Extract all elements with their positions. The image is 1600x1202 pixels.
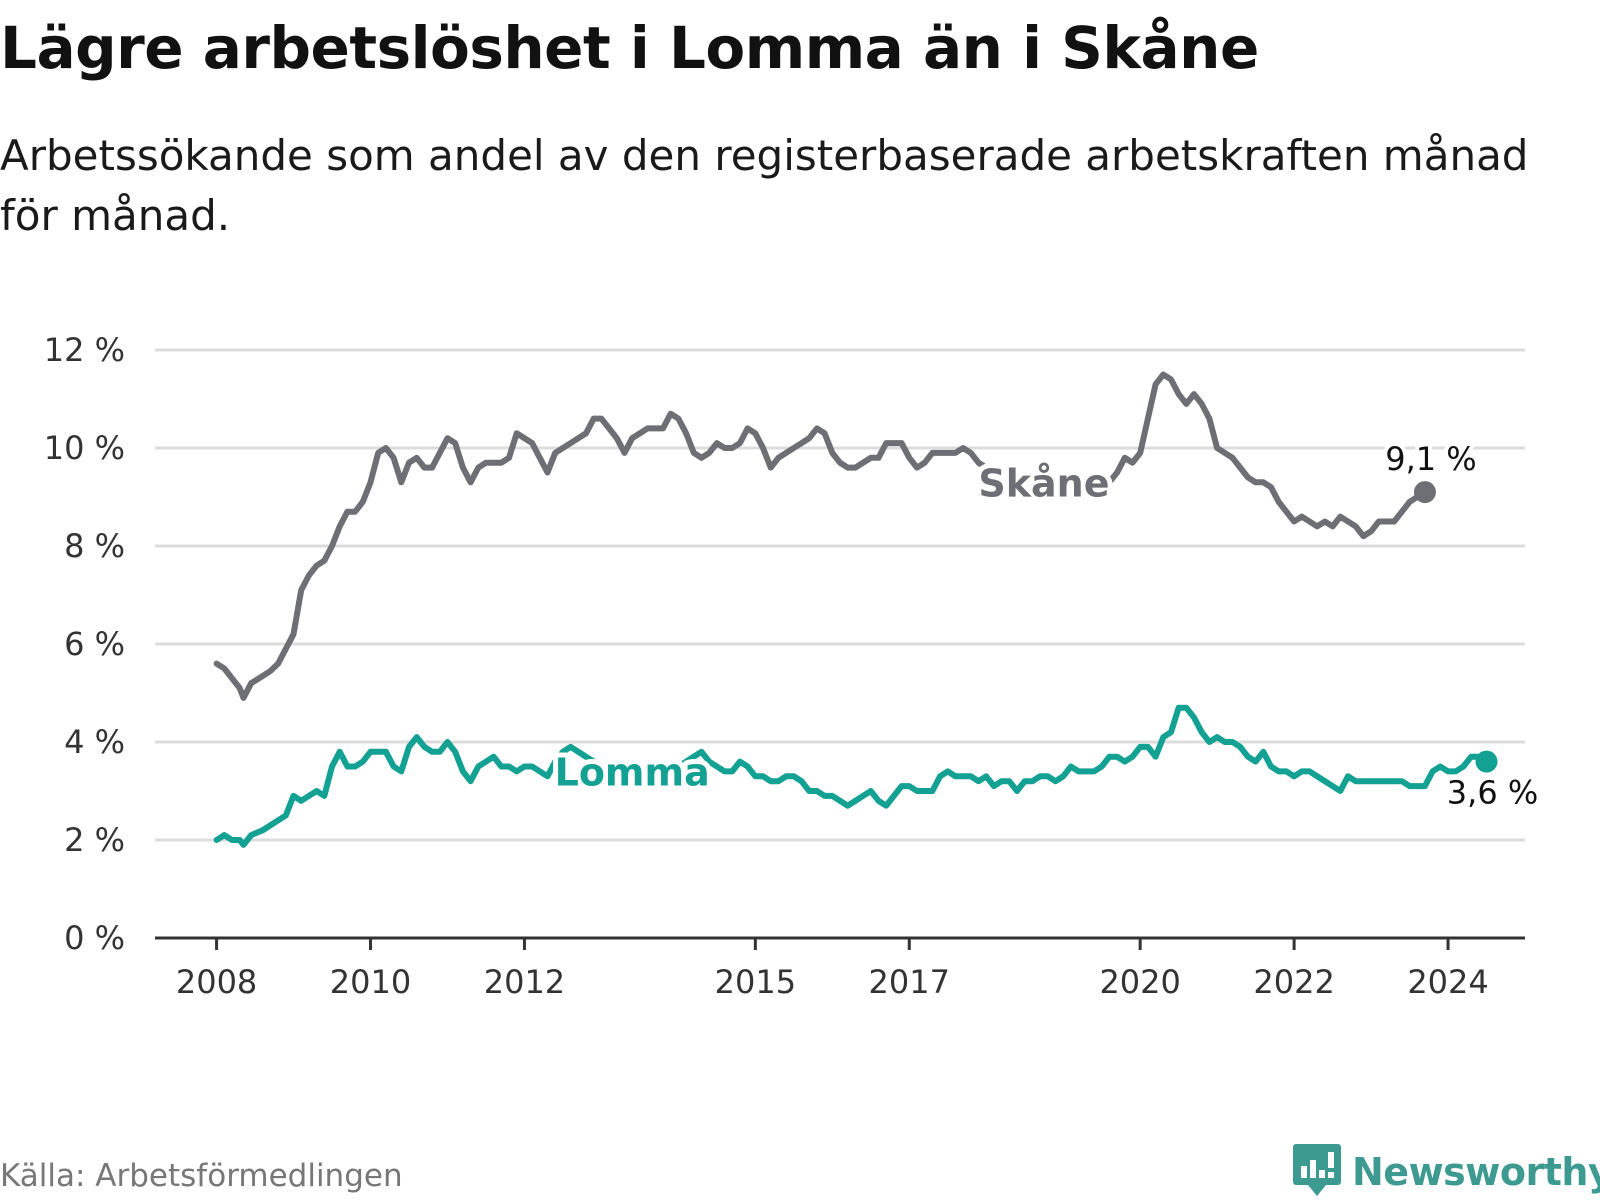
y-axis-ticks: 0 % 2 % 4 % 6 % 8 % 10 % 12 %: [44, 331, 125, 957]
brand-name: Newsworthy: [1352, 1150, 1600, 1194]
y-tick-label: 2 %: [64, 821, 125, 859]
series-lines: [213, 371, 1498, 848]
y-tick-label: 6 %: [64, 625, 125, 663]
y-tick-label: 0 %: [64, 919, 125, 957]
source-note: Källa: Arbetsförmedlingen: [0, 1158, 403, 1194]
brand-logo[interactable]: Newsworthy: [1292, 1142, 1600, 1202]
skane-end-value-label: 9,1 %: [1385, 440, 1476, 478]
x-tick-label: 2024: [1407, 963, 1488, 1001]
x-tick-label: 2010: [330, 963, 411, 1001]
lomma-series-label: Lomma: [555, 750, 710, 794]
chart-bubble-icon: [1292, 1142, 1342, 1202]
skane-series-label: Skåne: [978, 461, 1109, 505]
skane-line: [213, 371, 1428, 701]
lomma-end-value-label: 3,6 %: [1447, 774, 1538, 812]
page-title: Lägre arbetslöshet i Lomma än i Skåne: [0, 14, 1259, 82]
skane-end-point: [1413, 481, 1436, 504]
x-tick-label: 2012: [484, 963, 565, 1001]
x-tick-label: 2008: [176, 963, 257, 1001]
y-tick-label: 4 %: [64, 723, 125, 761]
x-tick-label: 2020: [1099, 963, 1180, 1001]
x-tick-label: 2017: [869, 963, 950, 1001]
y-tick-label: 10 %: [44, 429, 125, 467]
y-tick-label: 12 %: [44, 331, 125, 369]
page-subtitle: Arbetssökande som andel av den registerb…: [0, 131, 1529, 240]
x-tick-label: 2015: [715, 963, 796, 1001]
series-labels: Skåne 9,1 % Lomma 3,6 %: [550, 436, 1543, 815]
x-axis: 2008 2010 2012 2015 2017 2020 2022 2024: [155, 936, 1525, 1001]
x-tick-label: 2022: [1253, 963, 1334, 1001]
lomma-line: [213, 704, 1490, 848]
y-tick-label: 8 %: [64, 527, 125, 565]
lomma-end-point: [1475, 750, 1498, 773]
